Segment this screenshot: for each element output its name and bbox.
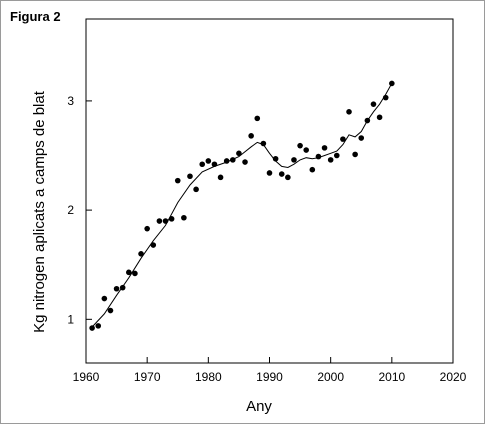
data-point xyxy=(144,225,150,232)
data-point xyxy=(181,214,187,221)
data-point xyxy=(260,140,267,147)
x-tick-label: 1970 xyxy=(134,370,161,384)
data-point xyxy=(187,173,193,180)
data-point xyxy=(340,136,346,142)
data-point xyxy=(101,295,108,302)
x-tick-label: 1980 xyxy=(195,370,222,384)
data-point xyxy=(285,174,291,181)
data-point xyxy=(364,117,371,124)
data-point xyxy=(303,147,310,153)
data-point xyxy=(150,242,157,248)
data-point xyxy=(278,171,285,177)
data-point xyxy=(162,218,169,224)
x-tick-label: 2000 xyxy=(317,370,344,384)
data-point xyxy=(327,157,334,163)
data-point xyxy=(236,150,242,157)
x-tick-label: 1960 xyxy=(73,370,100,384)
y-tick-label: 2 xyxy=(67,203,74,217)
data-point xyxy=(174,177,181,184)
data-point xyxy=(217,174,224,181)
y-tick-label: 1 xyxy=(67,312,74,326)
x-axis-ticks: 1960 1970 1980 1990 2000 2010 2020 xyxy=(73,357,467,384)
x-axis-title: Any xyxy=(246,398,272,415)
data-point xyxy=(199,161,206,168)
data-point xyxy=(230,157,236,163)
data-point xyxy=(321,145,328,151)
data-point xyxy=(266,170,273,176)
data-point xyxy=(193,186,199,193)
data-point xyxy=(309,166,316,173)
data-point xyxy=(107,307,114,314)
trend-line xyxy=(91,83,393,328)
figure-label: Figura 2 xyxy=(10,9,61,24)
data-point xyxy=(119,284,126,291)
data-point xyxy=(223,158,230,164)
data-point xyxy=(297,142,303,149)
data-point xyxy=(168,216,175,222)
data-point xyxy=(382,94,389,101)
y-tick-label: 3 xyxy=(67,94,74,108)
data-point xyxy=(272,155,279,162)
data-points xyxy=(89,80,395,331)
data-point xyxy=(132,270,138,277)
data-point xyxy=(113,285,120,292)
x-tick-label: 2010 xyxy=(378,370,405,384)
x-tick-label: 1990 xyxy=(256,370,283,384)
plot-area xyxy=(85,18,454,364)
data-point xyxy=(370,101,377,107)
data-point xyxy=(291,157,297,163)
data-point xyxy=(248,133,254,139)
data-point xyxy=(126,269,132,276)
data-point xyxy=(242,159,248,165)
data-point xyxy=(358,135,365,141)
y-axis-title: Kg nitrogen aplicats a camps de blat xyxy=(31,90,48,333)
data-point xyxy=(376,114,383,121)
data-point xyxy=(89,325,95,331)
data-point xyxy=(254,115,261,122)
x-tick-label: 2020 xyxy=(440,370,467,384)
data-point xyxy=(346,109,352,115)
data-point xyxy=(315,153,322,160)
data-point xyxy=(95,323,102,329)
data-point xyxy=(205,158,212,164)
data-point xyxy=(352,151,358,158)
y-axis-ticks: 1 2 3 xyxy=(67,94,92,326)
data-point xyxy=(389,80,395,87)
data-point xyxy=(138,250,144,257)
data-point xyxy=(333,152,340,159)
data-point xyxy=(156,218,163,224)
data-point xyxy=(211,161,218,168)
